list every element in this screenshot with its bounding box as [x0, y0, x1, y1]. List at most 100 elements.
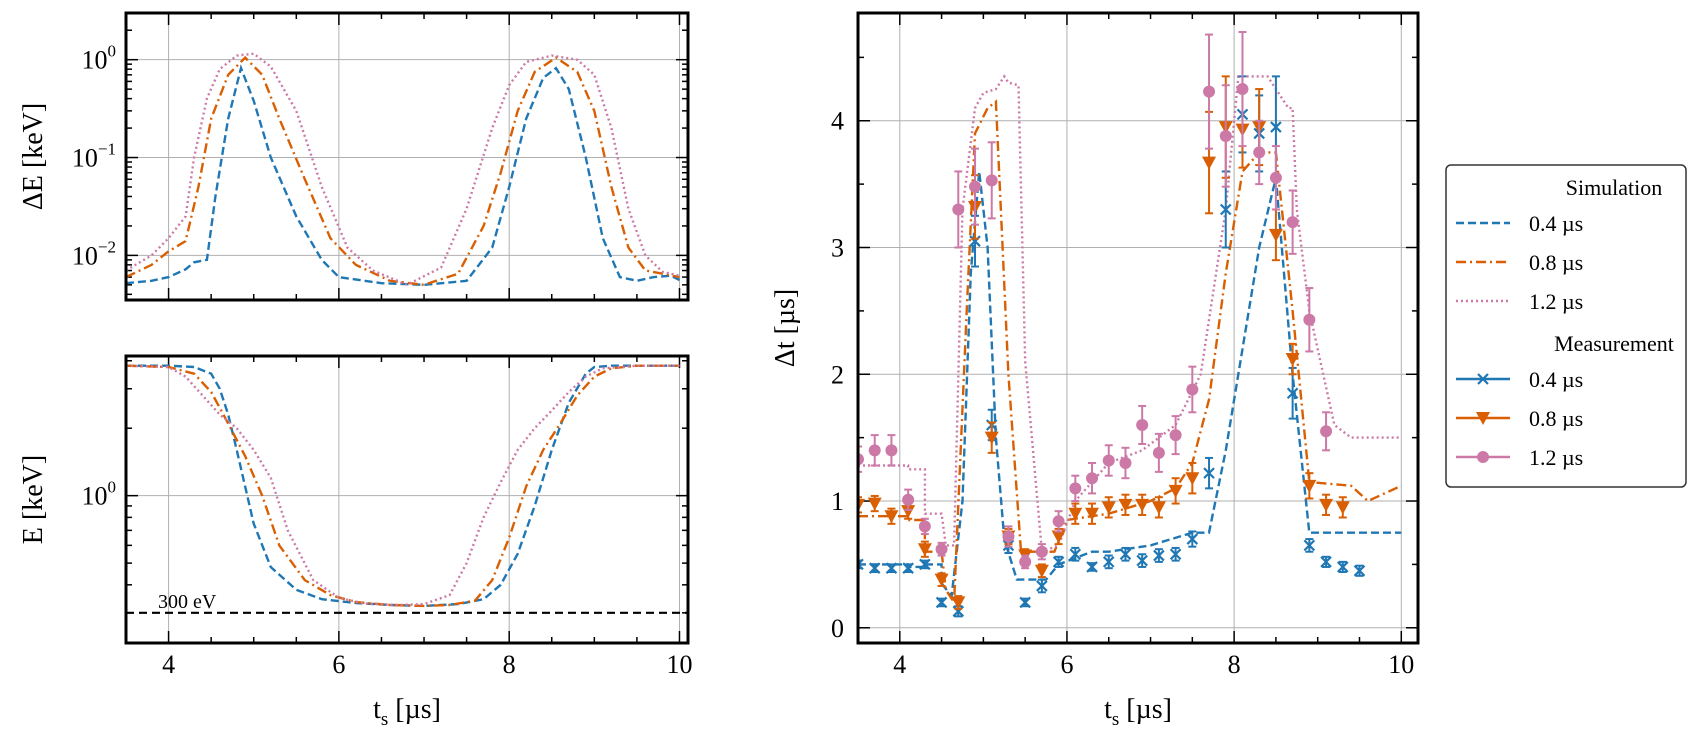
data-point-x [1337, 561, 1349, 573]
legend-sim-label: 0.8 µs [1529, 250, 1583, 275]
data-point-circle [1102, 454, 1115, 467]
tick-label-y: 2 [831, 360, 844, 389]
data-point-x [1169, 548, 1182, 561]
data-point-triangle [901, 505, 916, 519]
x-axis-label: ts [µs] [1104, 694, 1172, 730]
legend-marker-x [1477, 373, 1489, 385]
data-point-triangle [1068, 507, 1083, 521]
plot-frame [124, 354, 690, 645]
data-point-x [1186, 533, 1199, 545]
legend-title-simulation: Simulation [1566, 175, 1663, 200]
data-point-circle [985, 174, 998, 187]
data-point-circle [1169, 429, 1182, 442]
data-point-x [885, 562, 898, 574]
data-point-triangle [1268, 228, 1283, 242]
data-point-circle [1219, 129, 1232, 142]
data-point-circle [1286, 216, 1299, 229]
tick-label-y: 0 [831, 614, 844, 643]
tick-label-x: 8 [1228, 650, 1241, 679]
legend-meas-label: 0.8 µs [1529, 406, 1583, 431]
series-line-0.4 [126, 64, 681, 287]
data-point-circle [868, 444, 881, 457]
data-point-triangle [1302, 479, 1317, 493]
data-point-triangle [1319, 498, 1334, 512]
y-axis-label: ΔE [keV] [18, 103, 49, 210]
data-point-triangle [1101, 501, 1116, 515]
data-point-triangle [884, 510, 899, 524]
series-line-1.2 [126, 364, 680, 607]
tick-label-x: 8 [503, 650, 516, 679]
data-point-x [1136, 554, 1148, 567]
data-point-triangle [1185, 472, 1200, 486]
data-point-x [1153, 549, 1165, 562]
data-point-x [1119, 548, 1132, 561]
tick-label-x: 10 [1388, 650, 1414, 679]
data-point-triangle [1034, 564, 1049, 578]
data-point-x [1019, 596, 1031, 609]
data-point-x [1052, 556, 1065, 568]
data-point-x [1086, 561, 1098, 573]
data-point-x [1270, 121, 1282, 133]
data-point-circle [902, 493, 915, 506]
data-point-x [858, 558, 864, 571]
data-point-x [1036, 580, 1048, 592]
data-point-circle [1203, 85, 1216, 98]
data-point-circle [1186, 383, 1199, 396]
plot-delta-e: 10−2 10−1 100 ΔE [keV] [18, 11, 690, 302]
data-point-triangle [1168, 484, 1183, 498]
series-group [126, 52, 681, 287]
legend-title-measurement: Measurement [1554, 331, 1674, 356]
data-point-x [1203, 467, 1215, 479]
data-point-circle [1269, 171, 1282, 184]
data-point-x [1219, 203, 1232, 216]
tick-label-y: 4 [831, 107, 844, 136]
data-point-x [919, 558, 931, 571]
data-point-x [1102, 556, 1115, 568]
plot-background [126, 13, 688, 300]
tick-label-y: 3 [831, 234, 844, 263]
legend-box [1445, 164, 1687, 488]
data-point-circle [1052, 515, 1065, 528]
data-point-circle [952, 203, 965, 216]
data-point-x [1069, 548, 1082, 561]
series-group [858, 31, 1402, 618]
data-point-x [1303, 539, 1316, 552]
legend-meas-label: 1.2 µs [1529, 445, 1583, 470]
legend-marker-circle [1477, 451, 1489, 463]
tick-label-x: 10 [666, 650, 692, 679]
legend-sim-label: 0.4 µs [1529, 211, 1583, 236]
tick-label-x: 6 [1060, 650, 1073, 679]
data-point-circle [1236, 83, 1249, 96]
data-point-triangle [1285, 353, 1300, 367]
plot-frame [856, 11, 1420, 645]
data-point-circle [1136, 418, 1149, 431]
tick-label-y: 10−1 [72, 140, 116, 173]
data-point-circle [1069, 482, 1082, 495]
x-axis-label: ts [µs] [373, 694, 441, 730]
data-point-triangle [1135, 498, 1150, 512]
tick-label-x: 6 [332, 650, 345, 679]
data-point-triangle [934, 573, 949, 587]
data-point-x [1286, 387, 1299, 400]
data-point-x [1320, 556, 1332, 568]
plot-frame [124, 11, 690, 302]
data-point-x [868, 562, 881, 574]
tick-label-y: 100 [82, 42, 117, 75]
data-point-circle [1320, 425, 1333, 438]
tick-label-y: 10−2 [72, 237, 116, 270]
series-line-0.8 [126, 55, 680, 287]
tick-label-x: 4 [893, 650, 906, 679]
legend-sim-label: 1.2 µs [1529, 289, 1583, 314]
plot-delta-t: 0 1 2 3 4 4 6 8 10 ts [µs] Δt [µs] [770, 11, 1420, 730]
data-point-circle [969, 180, 982, 193]
series-line-0.4 [858, 171, 1402, 600]
data-point-circle [1019, 555, 1032, 568]
data-point-circle [935, 543, 948, 556]
data-point-circle [1002, 530, 1015, 543]
data-point-circle [1253, 146, 1266, 159]
plot-background [858, 13, 1418, 643]
data-point-triangle [1051, 530, 1066, 544]
plot-background [126, 356, 688, 643]
data-point-triangle [867, 497, 882, 511]
